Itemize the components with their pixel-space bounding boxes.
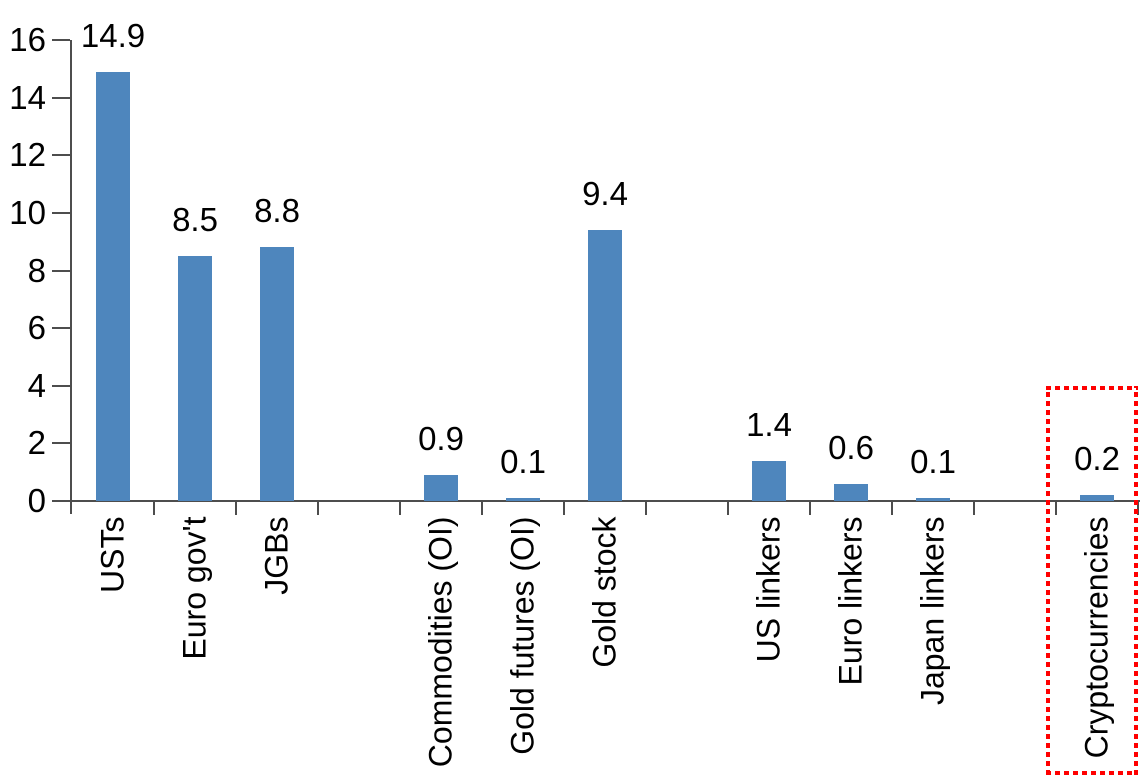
y-tick-mark <box>52 154 70 156</box>
bar <box>424 475 458 501</box>
x-tick-mark <box>317 502 319 515</box>
x-tick-mark <box>563 502 565 515</box>
y-tick-mark <box>52 39 70 41</box>
bar-value-label: 8.5 <box>172 201 218 238</box>
y-tick-mark <box>52 500 70 502</box>
x-tick-mark <box>235 502 237 515</box>
y-tick-mark <box>52 442 70 444</box>
bar <box>834 484 868 501</box>
bar-value-label: 0.1 <box>500 443 546 480</box>
x-tick-mark <box>645 502 647 515</box>
y-tick-label: 10 <box>9 194 46 231</box>
y-axis <box>70 40 72 514</box>
bar <box>916 498 950 501</box>
x-category-label: Japan linkers <box>914 516 951 706</box>
x-axis <box>70 500 1140 502</box>
y-tick-label: 14 <box>9 79 46 116</box>
y-tick-mark <box>52 385 70 387</box>
bar-value-label: 14.9 <box>80 17 146 54</box>
y-tick-label: 0 <box>27 482 46 519</box>
y-tick-mark <box>52 327 70 329</box>
y-tick-label: 12 <box>9 136 46 173</box>
bar-value-label: 0.6 <box>828 429 874 466</box>
x-tick-mark <box>153 502 155 515</box>
y-tick-mark <box>52 97 70 99</box>
bar-value-label: 0.9 <box>418 420 464 457</box>
x-category-label: US linkers <box>750 516 787 663</box>
bar <box>752 461 786 501</box>
bar-value-label: 0.1 <box>910 443 956 480</box>
x-category-label: Commodities (OI) <box>422 516 459 768</box>
highlight-box <box>1046 386 1138 775</box>
x-tick-mark <box>809 502 811 515</box>
x-tick-mark <box>481 502 483 515</box>
x-category-label: USTs <box>94 516 131 593</box>
x-tick-mark <box>891 502 893 515</box>
bar <box>96 72 130 501</box>
bar <box>178 256 212 501</box>
y-tick-mark <box>52 212 70 214</box>
x-category-label: Euro gov't <box>176 516 213 660</box>
y-tick-mark <box>52 270 70 272</box>
x-category-label: Euro linkers <box>832 516 869 686</box>
y-tick-label: 4 <box>27 367 46 404</box>
x-category-label: JGBs <box>258 516 295 595</box>
bar-value-label: 8.8 <box>254 192 300 229</box>
x-category-label: Gold stock <box>586 516 623 668</box>
y-tick-label: 16 <box>9 21 46 58</box>
bar-value-label: 1.4 <box>746 406 792 443</box>
y-tick-label: 8 <box>27 252 46 289</box>
x-category-label: Gold futures (OI) <box>504 516 541 755</box>
y-tick-label: 2 <box>27 424 46 461</box>
bar <box>588 230 622 501</box>
bar-value-label: 9.4 <box>582 175 628 212</box>
x-tick-mark <box>399 502 401 515</box>
bar <box>260 247 294 501</box>
x-tick-mark <box>973 502 975 515</box>
x-tick-mark <box>1137 502 1139 515</box>
y-tick-label: 6 <box>27 309 46 346</box>
bar <box>506 498 540 501</box>
x-tick-mark <box>727 502 729 515</box>
